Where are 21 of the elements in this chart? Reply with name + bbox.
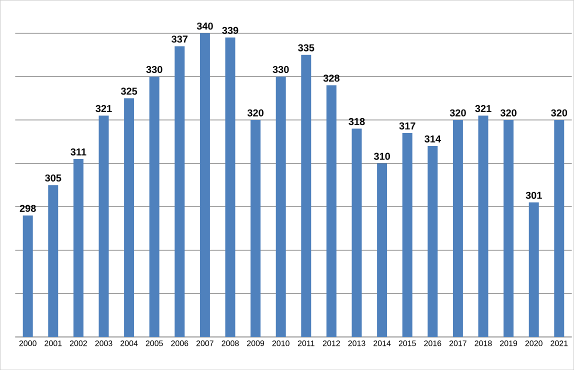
data-label: 320: [500, 109, 516, 116]
data-label: 321: [96, 104, 112, 112]
data-label: 328: [323, 74, 340, 82]
data-label: 330: [146, 66, 162, 73]
data-label: 314: [424, 135, 441, 142]
data-label: 337: [172, 36, 188, 43]
data-label: 318: [348, 118, 365, 126]
data-label: 321: [475, 104, 492, 112]
data-label: 340: [196, 22, 213, 30]
data-label: 311: [70, 148, 86, 156]
data-label: 317: [399, 122, 416, 130]
data-label: 339: [222, 26, 238, 34]
data-label: 325: [120, 88, 138, 95]
data-label: 305: [45, 174, 62, 182]
data-label: 320: [247, 109, 264, 116]
data-label: 320: [450, 109, 466, 116]
data-label: 330: [272, 66, 289, 73]
data-label: 320: [551, 109, 568, 116]
data-label: 335: [298, 44, 314, 52]
data-label: 301: [526, 192, 542, 199]
data-label: 310: [374, 152, 390, 160]
